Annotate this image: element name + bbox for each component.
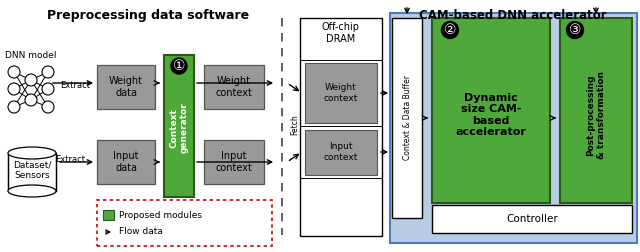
Text: CAM-based DNN accelerator: CAM-based DNN accelerator: [419, 9, 607, 22]
Text: Weight
context: Weight context: [216, 76, 252, 98]
Bar: [97, 65, 155, 109]
Bar: [103, 210, 114, 220]
Bar: [97, 140, 155, 184]
Circle shape: [171, 58, 187, 74]
Circle shape: [25, 94, 37, 106]
Circle shape: [8, 83, 20, 95]
Ellipse shape: [8, 147, 56, 159]
Bar: [560, 18, 632, 203]
Bar: [8, 153, 56, 191]
Bar: [432, 205, 632, 233]
Circle shape: [8, 101, 20, 113]
Text: Weight
context: Weight context: [324, 83, 358, 103]
Text: Controller: Controller: [506, 214, 558, 224]
Bar: [204, 65, 264, 109]
Text: DNN model: DNN model: [5, 50, 57, 59]
Circle shape: [42, 83, 54, 95]
Text: Preprocessing data software: Preprocessing data software: [47, 9, 249, 22]
Text: Input
data: Input data: [113, 151, 139, 173]
Text: Off-chip
DRAM: Off-chip DRAM: [322, 22, 360, 44]
Text: ②: ②: [444, 23, 456, 37]
Circle shape: [442, 21, 458, 39]
Bar: [390, 13, 637, 243]
Text: Dataset/
Sensors: Dataset/ Sensors: [13, 160, 51, 180]
Text: Fetch: Fetch: [290, 115, 299, 135]
Bar: [305, 63, 377, 123]
Circle shape: [42, 66, 54, 78]
Bar: [97, 200, 272, 246]
Circle shape: [42, 101, 54, 113]
Bar: [305, 130, 377, 175]
Text: Weight
data: Weight data: [109, 76, 143, 98]
Circle shape: [8, 66, 20, 78]
Ellipse shape: [8, 185, 56, 197]
Text: Dynamic
size CAM-
based
accelerator: Dynamic size CAM- based accelerator: [456, 92, 527, 137]
Bar: [164, 55, 194, 197]
Circle shape: [566, 21, 584, 39]
Text: Flow data: Flow data: [119, 228, 163, 236]
Text: Context
generator: Context generator: [170, 103, 189, 153]
Circle shape: [25, 74, 37, 86]
Text: ③: ③: [569, 23, 581, 37]
Text: Extract: Extract: [55, 155, 85, 165]
Text: Context & Data Buffer: Context & Data Buffer: [403, 76, 412, 161]
Text: Input
context: Input context: [324, 142, 358, 162]
Bar: [300, 18, 382, 236]
Text: ①: ①: [173, 59, 185, 73]
Bar: [392, 18, 422, 218]
Bar: [204, 140, 264, 184]
Text: Extract: Extract: [60, 81, 90, 90]
Text: Post-processing
& transformation: Post-processing & transformation: [586, 71, 605, 159]
Bar: [432, 18, 550, 203]
Text: Proposed modules: Proposed modules: [119, 210, 202, 219]
Text: Input
context: Input context: [216, 151, 252, 173]
